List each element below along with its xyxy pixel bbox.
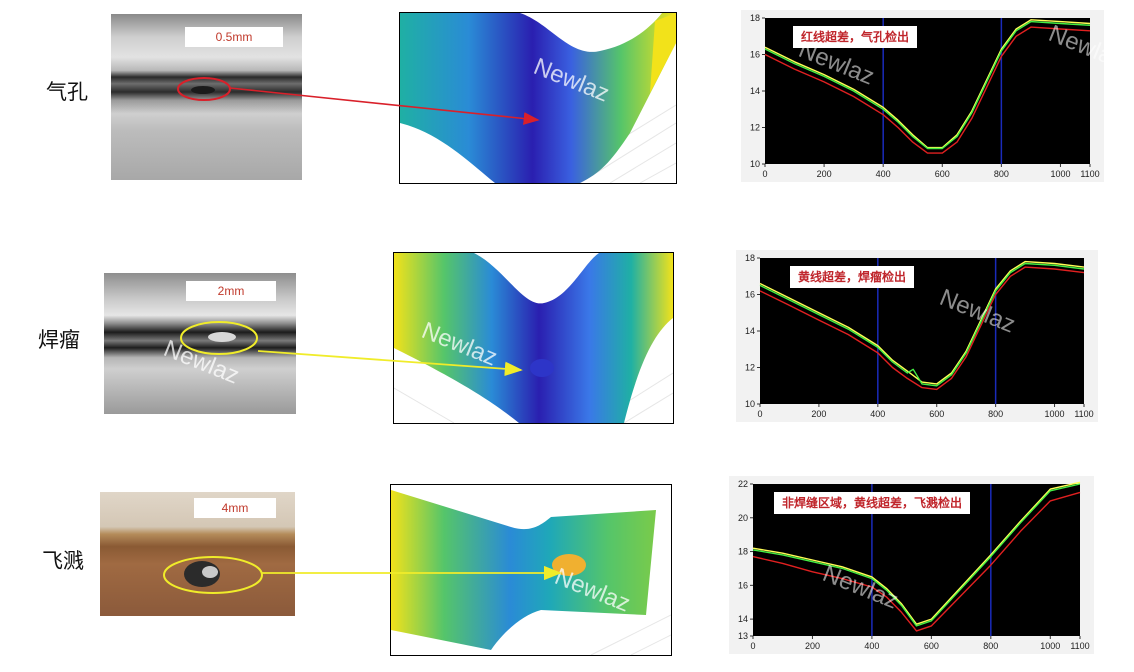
y-tick-label: 13 xyxy=(738,631,748,641)
profile-series-line xyxy=(752,481,1081,625)
x-tick-label: 200 xyxy=(805,641,820,651)
y-tick-label: 18 xyxy=(745,253,755,263)
x-tick-label: 800 xyxy=(994,169,1009,179)
defect-label: 飞溅 xyxy=(42,549,84,573)
y-tick-label: 16 xyxy=(745,290,755,300)
profile-series-line xyxy=(759,260,1085,385)
profile-series-line xyxy=(759,262,1085,387)
surface-shape xyxy=(391,490,671,655)
profile-series-line xyxy=(759,266,1085,391)
chart-annotation: 黄线超差，焊瘤检出 xyxy=(790,266,915,288)
x-tick-label: 600 xyxy=(924,641,939,651)
x-tick-label: 600 xyxy=(929,409,944,419)
scale-bar-label: 2mm xyxy=(186,281,276,301)
chart-annotation: 非焊缝区域，黄线超差，飞溅检出 xyxy=(774,492,971,514)
profile-chart: 0 200 400 600 800 1000 1100 10 12 14 16 18 xyxy=(750,13,1100,179)
x-tick-label: 1000 xyxy=(1040,641,1060,651)
chart-panel: 0 200 400 600 800 1000 1100 10 12 14 16 18 红线超差，气孔检… xyxy=(741,10,1128,182)
row-porosity: 气孔 0.5mm Newlaz 0 200 400 60 xyxy=(0,0,1134,200)
y-tick-label: 12 xyxy=(745,363,755,373)
y-tick-label: 14 xyxy=(750,86,760,96)
x-tick-label: 1000 xyxy=(1045,409,1065,419)
x-tick-label: 1100 xyxy=(1070,641,1089,651)
surface-3d-plot: Newlaz xyxy=(393,252,674,424)
x-tick-label: 1100 xyxy=(1080,169,1099,179)
y-tick-label: 22 xyxy=(738,479,748,489)
chart-panel: 0 200 400 600 800 1000 1100 10 12 14 16 18 黄线超差，焊瘤检… xyxy=(736,250,1098,422)
x-tick-label: 400 xyxy=(876,169,891,179)
y-tick-label: 14 xyxy=(745,326,755,336)
defect-circle xyxy=(163,556,263,594)
surface-shape xyxy=(394,253,673,423)
surface-3d-plot: Newlaz xyxy=(390,484,672,656)
defect-label: 焊瘤 xyxy=(38,328,80,352)
x-tick-label: 800 xyxy=(983,641,998,651)
x-tick-label: 200 xyxy=(817,169,832,179)
x-tick-label: 0 xyxy=(757,409,762,419)
x-tick-label: 0 xyxy=(762,169,767,179)
weld-photo: 0.5mm xyxy=(111,14,302,180)
scale-bar-label: 4mm xyxy=(194,498,276,518)
surface-shape xyxy=(400,13,676,183)
surface-3d-plot: Newlaz xyxy=(399,12,677,184)
chart-panel: 0 200 400 600 800 1000 1100 13 14 16 18 20 22 非焊缝区域，… xyxy=(729,476,1094,654)
y-tick-label: 10 xyxy=(750,159,760,169)
row-weld-overlap: 焊瘤 2mm Newlaz Newlaz xyxy=(0,240,1134,440)
x-tick-label: 400 xyxy=(864,641,879,651)
x-tick-label: 1100 xyxy=(1074,409,1093,419)
x-tick-label: 200 xyxy=(811,409,826,419)
y-tick-label: 18 xyxy=(738,547,748,557)
row-spatter: 飞溅 4mm Newlaz 0 200 400 600 800 xyxy=(0,470,1134,670)
y-tick-label: 16 xyxy=(738,580,748,590)
weld-photo: 4mm xyxy=(100,492,295,616)
y-tick-label: 16 xyxy=(750,50,760,60)
chart-annotation: 红线超差，气孔检出 xyxy=(793,26,918,48)
profile-series-line xyxy=(752,491,1081,632)
defect-label: 气孔 xyxy=(46,80,88,104)
y-tick-label: 14 xyxy=(738,614,748,624)
x-tick-label: 1000 xyxy=(1050,169,1070,179)
y-tick-label: 18 xyxy=(750,13,760,23)
y-tick-label: 20 xyxy=(738,513,748,523)
x-tick-label: 400 xyxy=(870,409,885,419)
x-tick-label: 0 xyxy=(750,641,755,651)
profile-series-line xyxy=(764,20,1091,150)
defect-circle xyxy=(180,321,258,355)
y-tick-label: 12 xyxy=(750,123,760,133)
profile-series-line xyxy=(752,483,1081,627)
x-tick-label: 600 xyxy=(935,169,950,179)
weld-photo: 2mm Newlaz xyxy=(104,273,296,414)
defect-circle xyxy=(177,77,231,101)
y-tick-label: 10 xyxy=(745,399,755,409)
x-tick-label: 800 xyxy=(988,409,1003,419)
scale-bar-label: 0.5mm xyxy=(185,27,283,47)
profile-series-line xyxy=(764,26,1091,154)
